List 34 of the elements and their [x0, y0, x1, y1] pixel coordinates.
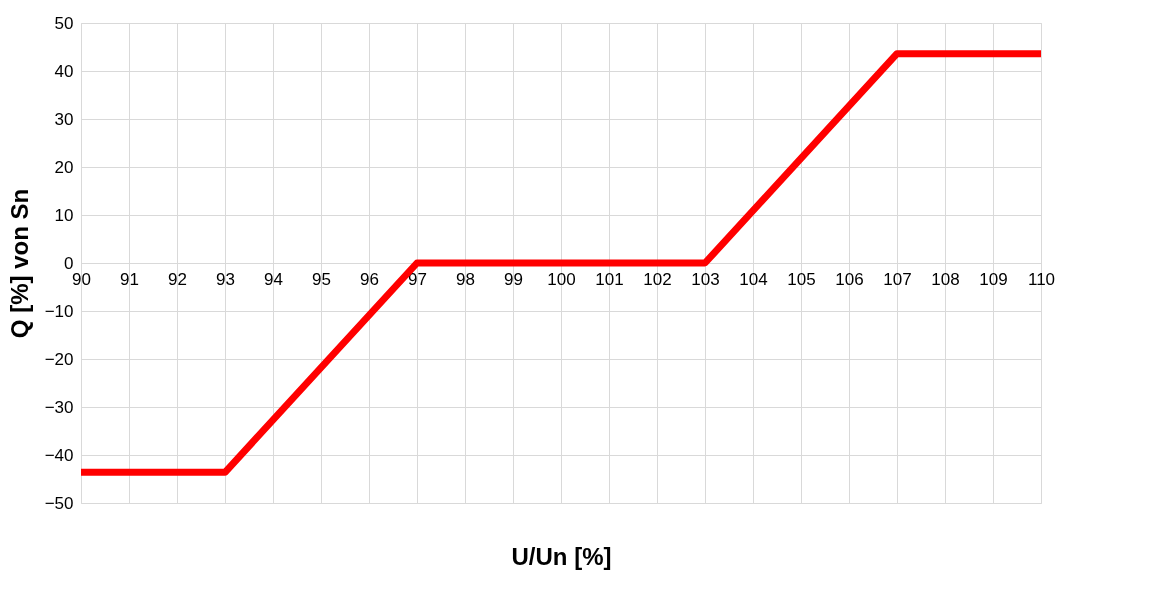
x-tick-label: 96: [360, 269, 379, 289]
x-tick-label: 93: [216, 269, 235, 289]
x-tick-label: 104: [739, 269, 768, 289]
x-tick-label: 99: [504, 269, 523, 289]
x-axis-title: U/Un [%]: [511, 542, 612, 570]
x-tick-label: 107: [883, 269, 912, 289]
y-tick-label: −50: [44, 493, 74, 513]
x-tick-label: 100: [547, 269, 576, 289]
y-tick-label: 40: [54, 61, 74, 81]
y-tick-label: 0: [64, 253, 74, 273]
x-tick-label: 102: [643, 269, 672, 289]
y-tick-label: −10: [44, 301, 74, 321]
y-tick-label: 10: [54, 205, 74, 225]
y-tick-label: −40: [44, 445, 74, 465]
x-tick-label: 94: [264, 269, 283, 289]
x-tick-label: 95: [312, 269, 331, 289]
y-tick-label: 50: [54, 13, 74, 33]
y-axis-title: Q [%] von Sn: [5, 188, 33, 339]
x-tick-label: 101: [595, 269, 624, 289]
x-tick-label: 92: [168, 269, 187, 289]
y-tick-label: 30: [54, 109, 74, 129]
x-tick-label: 110: [1027, 269, 1056, 289]
y-tick-label: −20: [44, 349, 74, 369]
y-tick-label: −30: [44, 397, 74, 417]
x-tick-label: 109: [979, 269, 1008, 289]
x-tick-label: 91: [120, 269, 139, 289]
x-tick-label: 105: [787, 269, 816, 289]
x-tick-label: 108: [931, 269, 960, 289]
x-tick-label: 90: [72, 269, 91, 289]
x-tick-label: 98: [456, 269, 475, 289]
x-tick-label: 97: [408, 269, 427, 289]
x-tick-label: 103: [691, 269, 720, 289]
x-tick-label: 106: [835, 269, 864, 289]
y-tick-label: 20: [54, 157, 74, 177]
